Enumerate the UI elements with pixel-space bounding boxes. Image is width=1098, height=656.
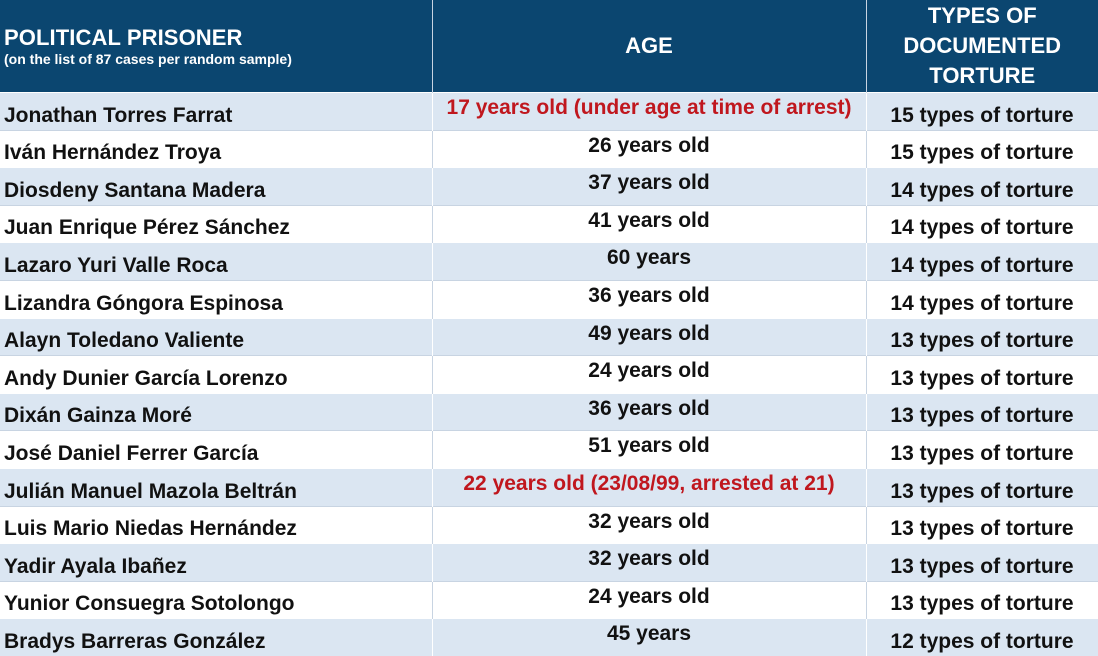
table-row: Luis Mario Niedas Hernández 32 years old 1… xyxy=(0,505,1098,544)
prisoner-age: 22 years old (23/08/99, arrested at 21) xyxy=(432,467,867,507)
table-row: Yadir Ayala Ibañez 32 years old 13 types o… xyxy=(0,543,1098,582)
prisoner-age: 37 years old xyxy=(432,167,867,206)
table-row: Alayn Toledano Valiente 49 years old 13 ty… xyxy=(0,317,1098,356)
prisoner-name: Iván Hernández Troya xyxy=(0,129,433,168)
torture-types-count: 13 types of torture xyxy=(866,317,1098,356)
header-types-of-torture: TYPES OF DOCUMENTED TORTURE xyxy=(866,0,1098,93)
prisoner-name: Andy Dunier García Lorenzo xyxy=(0,355,433,394)
torture-types-count: 15 types of torture xyxy=(866,92,1098,131)
torture-types-count: 15 types of torture xyxy=(866,129,1098,168)
prisoner-age: 51 years old xyxy=(432,430,867,469)
prisoner-age: 17 years old (under age at time of arres… xyxy=(432,92,867,131)
table-row: Lazaro Yuri Valle Roca 60 years 14 types o… xyxy=(0,242,1098,281)
prisoner-name: Dixán Gainza Moré xyxy=(0,392,433,431)
torture-types-count: 13 types of torture xyxy=(866,392,1098,431)
prisoner-age: 60 years xyxy=(432,242,867,281)
torture-types-count: 13 types of torture xyxy=(866,355,1098,394)
header-types-line2: DOCUMENTED xyxy=(903,33,1062,58)
torture-types-count: 14 types of torture xyxy=(866,167,1098,206)
prisoner-age: 32 years old xyxy=(432,543,867,582)
table-row: Iván Hernández Troya 26 years old 15 types… xyxy=(0,129,1098,168)
torture-types-count: 14 types of torture xyxy=(866,204,1098,243)
torture-types-count: 13 types of torture xyxy=(866,430,1098,469)
table-row: Yunior Consuegra Sotolongo 24 years old 13… xyxy=(0,580,1098,619)
torture-types-count: 14 types of torture xyxy=(866,279,1098,319)
prisoner-name: Bradys Barreras González xyxy=(0,618,433,656)
table-row: Jonathan Torres Farrat 17 years old (unde… xyxy=(0,92,1098,131)
prisoner-name: Alayn Toledano Valiente xyxy=(0,317,433,356)
prisoner-name: Luis Mario Niedas Hernández xyxy=(0,505,433,544)
prisoner-age: 32 years old xyxy=(432,505,867,544)
prisoner-age: 49 years old xyxy=(432,317,867,356)
table-body: Jonathan Torres Farrat 17 years old (unde… xyxy=(0,92,1098,656)
prisoner-name: Lizandra Góngora Espinosa xyxy=(0,279,433,319)
table-row: Juan Enrique Pérez Sánchez 41 years old 14… xyxy=(0,204,1098,243)
header-political-prisoner-title: POLITICAL PRISONER xyxy=(4,25,243,50)
torture-types-count: 12 types of torture xyxy=(866,618,1098,656)
prisoner-age: 24 years old xyxy=(432,355,867,394)
header-types-line1: TYPES OF xyxy=(927,3,1037,28)
torture-types-count: 13 types of torture xyxy=(866,543,1098,582)
header-row: POLITICAL PRISONER (on the list of 87 ca… xyxy=(0,0,1098,93)
table-row: Bradys Barreras González 45 years 12 types… xyxy=(0,618,1098,656)
prisoner-name: Jonathan Torres Farrat xyxy=(0,92,433,131)
header-types-line3: TORTURE xyxy=(929,63,1036,88)
prisoner-name: Juan Enrique Pérez Sánchez xyxy=(0,204,433,243)
prisoner-age: 36 years old xyxy=(432,279,867,319)
table-row: Julián Manuel Mazola Beltrán 22 years old… xyxy=(0,467,1098,507)
table-row: José Daniel Ferrer García 51 years old 13 … xyxy=(0,430,1098,469)
prisoner-name: Yadir Ayala Ibañez xyxy=(0,543,433,582)
torture-types-count: 13 types of torture xyxy=(866,467,1098,507)
table-row: Diosdeny Santana Madera 37 years old 14 ty… xyxy=(0,167,1098,206)
prisoner-age: 24 years old xyxy=(432,580,867,619)
table-row: Lizandra Góngora Espinosa 36 years old 14 … xyxy=(0,279,1098,319)
header-political-prisoner: POLITICAL PRISONER (on the list of 87 ca… xyxy=(0,0,433,93)
prisoner-name: Yunior Consuegra Sotolongo xyxy=(0,580,433,619)
table-header: POLITICAL PRISONER (on the list of 87 ca… xyxy=(0,0,1098,93)
prisoner-age: 26 years old xyxy=(432,129,867,168)
prisoner-age: 36 years old xyxy=(432,392,867,431)
prisoner-age: 41 years old xyxy=(432,204,867,243)
prisoner-name: Lazaro Yuri Valle Roca xyxy=(0,242,433,281)
prisoner-name: Diosdeny Santana Madera xyxy=(0,167,433,206)
torture-types-count: 14 types of torture xyxy=(866,242,1098,281)
header-age: AGE xyxy=(432,0,867,93)
header-political-prisoner-subtitle: (on the list of 87 cases per random samp… xyxy=(4,51,292,67)
torture-types-count: 13 types of torture xyxy=(866,505,1098,544)
table-row: Dixán Gainza Moré 36 years old 13 types of… xyxy=(0,392,1098,431)
prisoner-name: José Daniel Ferrer García xyxy=(0,430,433,469)
table-row: Andy Dunier García Lorenzo 24 years old 13… xyxy=(0,355,1098,394)
prisoner-name: Julián Manuel Mazola Beltrán xyxy=(0,467,433,507)
prisoner-age: 45 years xyxy=(432,618,867,656)
torture-types-count: 13 types of torture xyxy=(866,580,1098,619)
